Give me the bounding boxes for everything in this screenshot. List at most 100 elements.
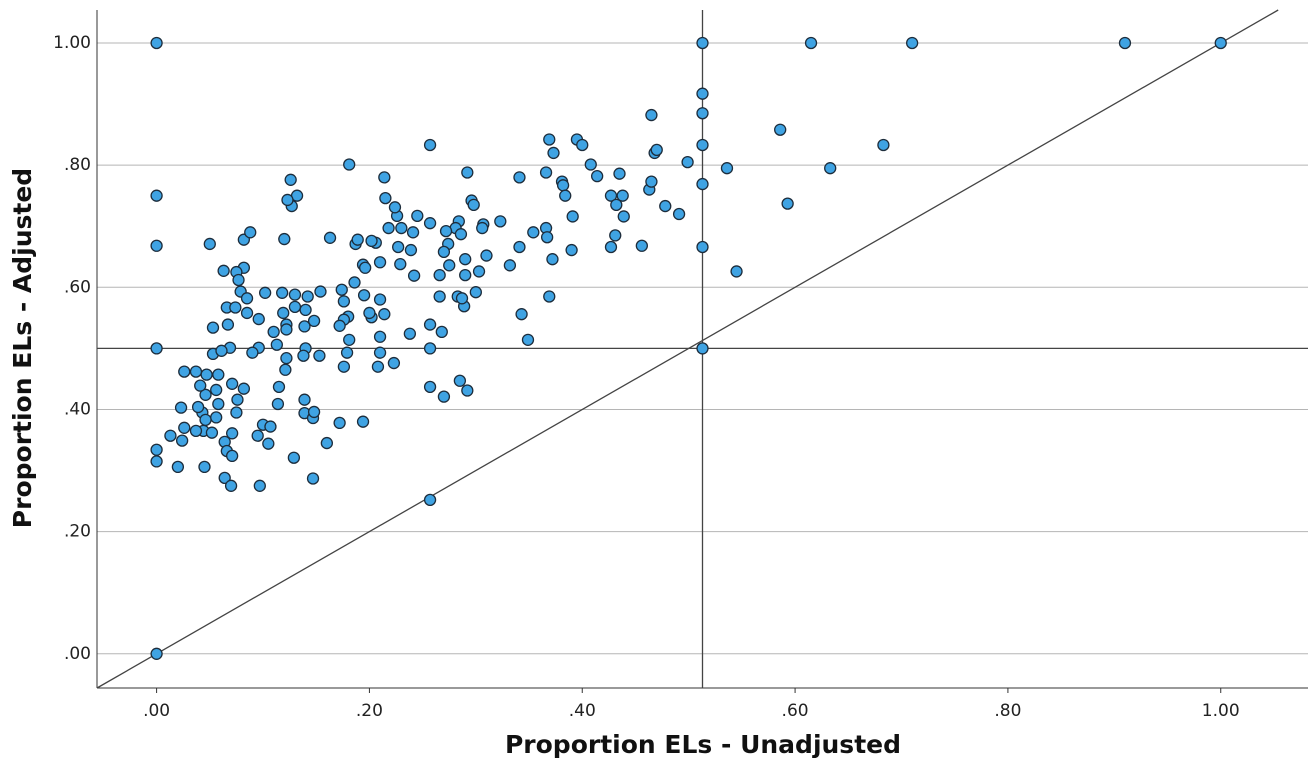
point: [277, 306, 290, 320]
point: [439, 224, 453, 238]
point: [476, 221, 489, 235]
point: [306, 472, 320, 485]
point: [387, 356, 401, 370]
point: [696, 107, 709, 120]
x-tick-label: .00: [143, 701, 170, 721]
point: [411, 209, 424, 222]
point: [720, 162, 734, 175]
point: [681, 155, 694, 169]
point: [198, 460, 211, 474]
point: [225, 377, 239, 390]
point: [267, 325, 280, 339]
point: [877, 138, 890, 152]
x-tick-label: .80: [994, 701, 1021, 721]
point: [453, 374, 467, 387]
point: [696, 342, 709, 355]
point: [240, 292, 254, 305]
point: [373, 293, 387, 306]
point: [378, 308, 391, 321]
point: [635, 239, 648, 252]
point: [423, 138, 437, 152]
point: [178, 365, 191, 378]
point: [215, 344, 228, 357]
point: [373, 256, 387, 269]
point: [455, 292, 469, 305]
point: [774, 123, 787, 136]
point: [258, 286, 272, 299]
point: [373, 330, 387, 343]
point: [565, 243, 578, 257]
point: [356, 415, 370, 428]
point: [171, 460, 185, 474]
point: [203, 237, 216, 251]
point: [240, 306, 254, 320]
point: [262, 437, 275, 450]
point: [616, 189, 629, 202]
point: [437, 245, 451, 259]
point: [696, 138, 709, 152]
point: [543, 290, 556, 303]
point: [271, 397, 285, 411]
point: [175, 434, 189, 447]
point: [221, 318, 235, 331]
point: [435, 325, 448, 339]
point: [343, 158, 356, 171]
point: [279, 363, 292, 376]
point: [212, 397, 225, 411]
point: [559, 189, 572, 202]
point: [467, 198, 480, 211]
point: [229, 301, 242, 314]
point: [609, 229, 622, 242]
point: [252, 312, 265, 326]
point: [333, 319, 346, 332]
point: [824, 162, 837, 175]
point: [423, 217, 437, 230]
point: [590, 169, 604, 183]
point: [373, 346, 387, 359]
point: [423, 493, 437, 507]
point: [527, 226, 540, 239]
point: [348, 276, 361, 289]
point: [365, 234, 378, 248]
point: [378, 171, 391, 184]
point: [604, 189, 618, 202]
point: [546, 253, 559, 266]
point: [804, 36, 818, 50]
point: [297, 349, 310, 362]
point: [307, 314, 321, 328]
point: [150, 455, 163, 468]
point: [469, 286, 482, 299]
point: [363, 306, 376, 320]
point: [472, 265, 486, 278]
point: [540, 231, 554, 244]
point: [189, 365, 203, 378]
y-axis-title: Proportion ELs - Adjusted: [8, 168, 37, 528]
point: [1214, 36, 1227, 50]
point: [199, 388, 212, 401]
point: [459, 253, 472, 266]
point: [288, 288, 302, 301]
y-tick-label: .00: [64, 644, 91, 664]
point: [556, 179, 570, 192]
point: [388, 201, 402, 214]
point: [264, 420, 277, 433]
point: [406, 226, 420, 239]
point: [280, 352, 293, 365]
point: [225, 449, 239, 463]
point: [194, 379, 207, 392]
y-tick-label: .80: [64, 155, 91, 175]
point: [205, 426, 219, 439]
point: [307, 405, 321, 419]
point: [224, 479, 238, 492]
point: [461, 166, 474, 179]
point: [1118, 36, 1132, 50]
point: [210, 383, 223, 397]
point: [340, 346, 354, 359]
y-tick-label: .60: [64, 277, 91, 297]
point: [284, 173, 297, 186]
point: [150, 342, 163, 355]
point: [281, 193, 294, 207]
point: [335, 283, 348, 296]
point: [407, 269, 421, 282]
